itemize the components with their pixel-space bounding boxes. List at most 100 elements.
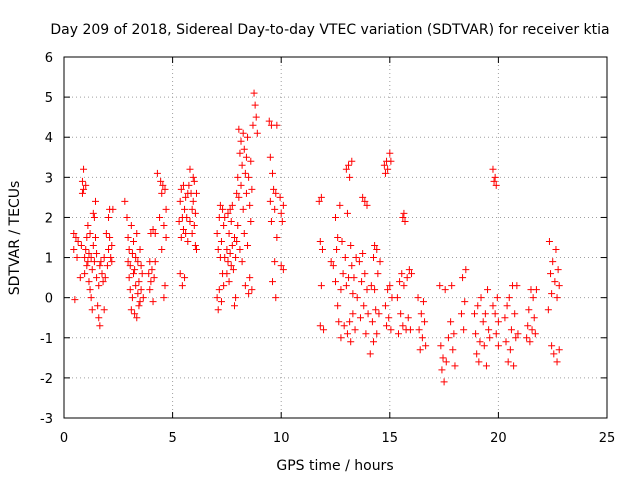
data-point [273, 234, 281, 241]
data-point [544, 306, 552, 314]
data-point [238, 258, 246, 266]
data-point [133, 314, 141, 322]
data-point [246, 274, 254, 282]
data-point [101, 274, 109, 282]
data-point [476, 338, 484, 346]
data-point [348, 157, 356, 165]
data-point [477, 294, 485, 302]
y-tick-label: 6 [45, 51, 53, 66]
data-point [224, 209, 232, 217]
data-point [223, 270, 231, 278]
data-point [269, 169, 277, 177]
data-point [547, 270, 555, 278]
data-point [358, 278, 366, 286]
data-point [137, 286, 145, 294]
data-point [359, 193, 367, 201]
data-point [422, 342, 430, 350]
data-point [373, 330, 381, 338]
data-point [234, 173, 242, 181]
data-point [460, 326, 468, 334]
data-point [245, 173, 253, 181]
data-point [215, 286, 223, 294]
data-point [185, 181, 193, 189]
data-point [89, 209, 97, 217]
data-point [320, 326, 328, 334]
data-point [220, 221, 228, 229]
data-point [213, 229, 221, 237]
data-point [189, 173, 197, 181]
data-point [135, 302, 143, 310]
data-point [182, 229, 190, 237]
data-point [250, 89, 258, 97]
x-tick-label: 5 [168, 431, 176, 446]
data-point [462, 266, 470, 274]
data-point [472, 330, 480, 338]
data-point [550, 350, 558, 358]
data-point [130, 270, 138, 278]
y-tick-label: -1 [40, 332, 53, 347]
data-point [503, 302, 511, 310]
data-point [336, 201, 344, 209]
data-point [82, 246, 90, 254]
data-point [108, 258, 116, 266]
data-point [148, 266, 156, 274]
data-point [364, 310, 372, 318]
data-point [131, 310, 139, 318]
data-point [406, 326, 414, 334]
data-point [267, 217, 275, 225]
y-tick-label: 2 [45, 211, 53, 226]
data-point [229, 266, 237, 274]
data-point [266, 153, 274, 161]
data-point [147, 278, 155, 286]
data-point [135, 278, 143, 286]
data-point [383, 322, 391, 330]
data-point [415, 326, 423, 334]
data-point [374, 270, 382, 278]
data-point [133, 229, 141, 237]
data-point [160, 221, 168, 229]
data-point [502, 338, 510, 346]
data-point [220, 282, 228, 290]
data-point [418, 334, 426, 342]
data-point [240, 229, 248, 237]
data-point [138, 270, 146, 278]
data-point [228, 201, 236, 209]
data-point [178, 282, 186, 290]
data-point [103, 262, 111, 270]
data-point [486, 334, 494, 342]
data-point [85, 278, 93, 286]
data-point [139, 294, 147, 302]
data-point [484, 286, 492, 294]
data-point [327, 258, 335, 266]
data-point [387, 157, 395, 165]
data-point [501, 314, 509, 322]
x-tick-label: 25 [599, 431, 616, 446]
data-point [272, 294, 280, 302]
x-tick-label: 0 [60, 431, 68, 446]
data-point [213, 294, 221, 302]
data-point [371, 242, 379, 250]
data-point [341, 254, 349, 262]
data-point [526, 338, 534, 346]
data-point [329, 262, 337, 270]
data-point [345, 161, 353, 169]
data-point [552, 246, 560, 254]
data-point [126, 262, 134, 270]
data-point [235, 193, 243, 201]
data-point [130, 238, 138, 246]
data-point [70, 229, 78, 237]
data-point [225, 229, 233, 237]
data-point [151, 229, 159, 237]
data-point [510, 362, 518, 370]
y-axis-label: SDTVAR / TECUs [7, 181, 23, 296]
data-point [316, 322, 324, 330]
data-point [437, 342, 445, 350]
data-point [360, 302, 368, 310]
data-point [511, 310, 519, 318]
data-point [421, 318, 429, 326]
data-point [217, 298, 225, 306]
data-point [238, 161, 246, 169]
data-point [553, 294, 561, 302]
data-point [236, 246, 244, 254]
data-point [81, 254, 89, 262]
